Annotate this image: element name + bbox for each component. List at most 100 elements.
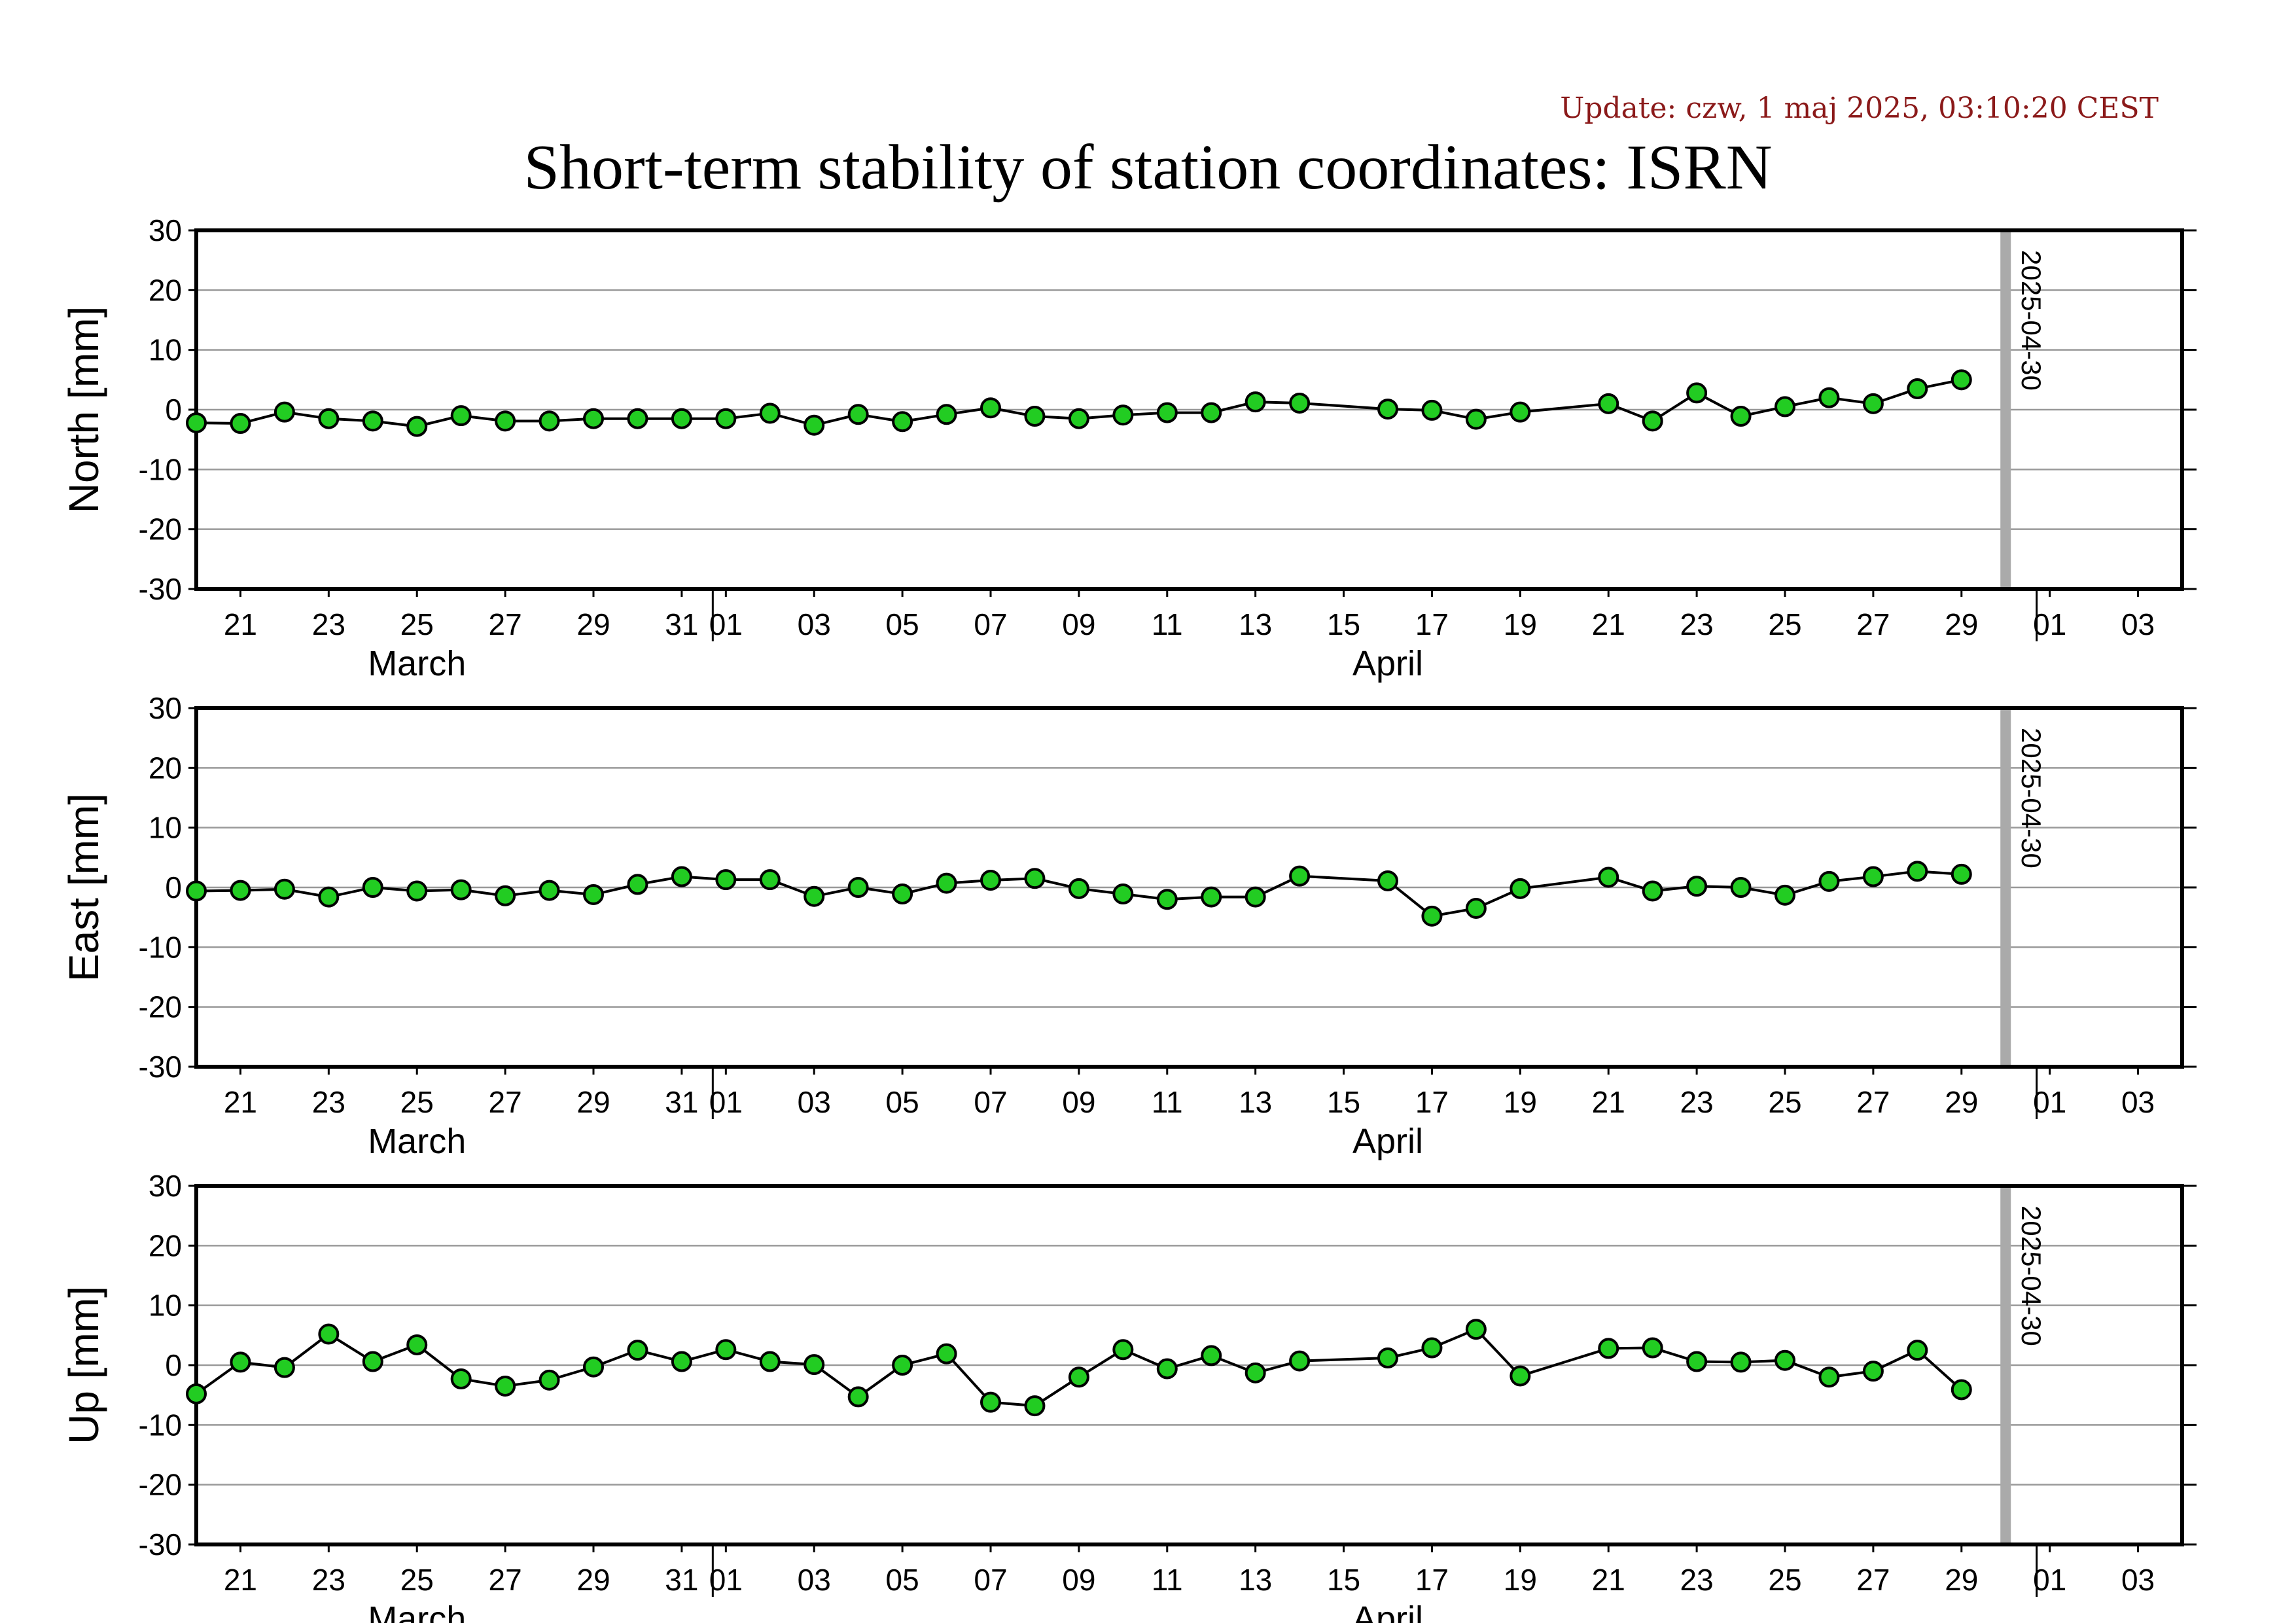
- y-tick-label: -10: [139, 1408, 182, 1442]
- x-tick-label: 29: [576, 607, 610, 641]
- data-point: [406, 416, 428, 437]
- x-tick-label: 13: [1239, 1563, 1272, 1597]
- data-point: [1510, 878, 1531, 899]
- y-tick-label: 0: [165, 1348, 182, 1382]
- y-tick-label: -10: [139, 930, 182, 964]
- data-point: [1775, 1349, 1795, 1371]
- y-tick-label: 30: [149, 1169, 182, 1203]
- data-point: [1465, 1319, 1487, 1340]
- data-point: [715, 408, 737, 429]
- data-point: [274, 401, 295, 423]
- date-marker-label: 2025-04-30: [2016, 728, 2047, 868]
- x-month-label: March: [368, 1122, 466, 1161]
- x-tick-label: 01: [2033, 607, 2066, 641]
- data-point: [804, 885, 825, 907]
- x-tick-label: 03: [798, 1085, 831, 1119]
- data-point: [406, 880, 428, 902]
- data-point: [1862, 393, 1884, 414]
- data-point: [362, 410, 383, 432]
- y-axis-label: Up [mm]: [60, 1286, 107, 1444]
- x-tick-label: 05: [886, 1563, 919, 1597]
- date-marker-label: 2025-04-30: [2016, 250, 2047, 391]
- y-tick-label: 0: [165, 870, 182, 904]
- x-tick-label: 23: [1680, 1085, 1714, 1119]
- data-point: [186, 1383, 207, 1404]
- data-point: [892, 883, 913, 905]
- data-point: [1289, 392, 1311, 414]
- x-month-label: April: [1352, 644, 1423, 683]
- data-point: [1775, 396, 1795, 418]
- data-point: [318, 886, 340, 908]
- data-point: [1775, 884, 1795, 906]
- x-tick-label: 21: [224, 1563, 257, 1597]
- data-point: [936, 404, 957, 425]
- y-tick-label: 10: [149, 333, 182, 367]
- x-tick-label: 17: [1415, 1085, 1449, 1119]
- x-tick-label: 31: [665, 1085, 698, 1119]
- x-tick-label: 25: [400, 607, 434, 641]
- data-point: [1024, 1395, 1046, 1417]
- data-point: [1245, 1362, 1266, 1383]
- x-tick-label: 01: [2033, 1085, 2066, 1119]
- data-point: [1068, 878, 1089, 899]
- data-point: [804, 1354, 825, 1376]
- y-tick-label: -20: [139, 990, 182, 1024]
- data-point: [759, 402, 781, 424]
- x-tick-label: 01: [709, 1085, 743, 1119]
- y-tick-label: 30: [149, 691, 182, 725]
- data-point: [671, 866, 692, 887]
- x-tick-label: 09: [1062, 1563, 1095, 1597]
- x-tick-label: 31: [665, 607, 698, 641]
- data-point: [980, 870, 1001, 891]
- data-point: [186, 412, 207, 434]
- data-point: [1289, 1350, 1311, 1372]
- data-point: [847, 877, 869, 898]
- x-tick-label: 05: [886, 1085, 919, 1119]
- data-point: [1245, 886, 1266, 908]
- x-tick-label: 11: [1152, 1563, 1183, 1597]
- data-point: [1951, 369, 1972, 391]
- data-point: [1024, 868, 1046, 889]
- data-point: [1465, 897, 1487, 919]
- data-point: [1951, 863, 1972, 885]
- data-point: [1730, 1351, 1752, 1373]
- data-point: [1245, 391, 1266, 413]
- x-tick-label: 21: [1592, 1085, 1625, 1119]
- data-point: [1818, 387, 1840, 408]
- x-tick-label: 15: [1327, 1563, 1360, 1597]
- x-tick-label: 15: [1327, 1085, 1360, 1119]
- x-tick-label: 27: [489, 607, 522, 641]
- x-tick-label: 09: [1062, 1085, 1095, 1119]
- y-tick-label: -30: [139, 1050, 182, 1084]
- x-tick-label: 23: [1680, 607, 1714, 641]
- data-point: [1730, 406, 1752, 427]
- data-point: [583, 1356, 604, 1378]
- data-point: [715, 1339, 737, 1361]
- data-point: [759, 869, 781, 891]
- x-tick-label: 13: [1239, 607, 1272, 641]
- data-point: [1112, 404, 1134, 426]
- data-point: [936, 872, 957, 894]
- data-point: [495, 1375, 516, 1397]
- x-tick-label: 03: [798, 607, 831, 641]
- data-point: [671, 408, 692, 429]
- x-tick-label: 27: [1856, 1085, 1890, 1119]
- data-point: [1951, 1379, 1972, 1400]
- data-point: [671, 1351, 692, 1372]
- data-point: [1156, 402, 1178, 423]
- data-point: [1598, 393, 1619, 414]
- data-point: [539, 410, 560, 432]
- data-point: [1510, 1365, 1531, 1387]
- x-tick-label: 13: [1239, 1085, 1272, 1119]
- x-tick-label: 21: [1592, 607, 1625, 641]
- y-tick-label: 20: [149, 751, 182, 785]
- x-tick-label: 19: [1504, 1085, 1537, 1119]
- x-tick-label: 07: [974, 1563, 1007, 1597]
- x-tick-label: 25: [1768, 607, 1801, 641]
- data-point: [1730, 877, 1752, 898]
- x-tick-label: 21: [224, 1085, 257, 1119]
- x-month-label: March: [368, 1599, 466, 1623]
- data-point: [1907, 861, 1928, 882]
- x-tick-label: 23: [312, 607, 345, 641]
